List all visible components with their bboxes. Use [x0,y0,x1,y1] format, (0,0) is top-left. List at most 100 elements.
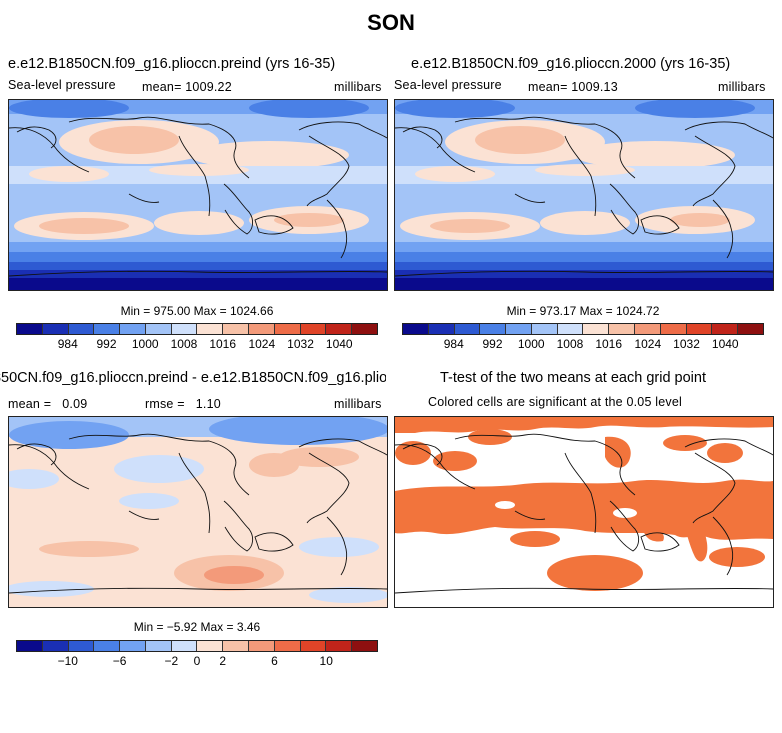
panel2-colorbar-swatch [738,324,763,334]
panel3-colorbar-swatch [171,641,198,651]
colorbar-tick: −2 [164,654,179,668]
panel3-colorbar-ticks: −10 −6 −2 0 2 6 10 [16,654,378,668]
panel3-colorbar-swatch [68,641,95,651]
panel1-map [8,99,388,291]
colorbar-tick: 1008 [556,337,584,351]
panel1-colorbar-swatch [120,324,146,334]
panel3-rmse-label: rmse = [145,397,185,411]
panel2-colorbar-swatch [480,324,507,334]
panel1-colorbar-swatch [352,324,377,334]
panel3-colorbar-swatch [223,641,250,651]
colorbar-tick: 0 [193,654,201,668]
panel3-colorbar [16,640,378,652]
panel1-colorbar-swatch [326,324,353,334]
panel1-colorbar-swatch [171,324,198,334]
panel1-colorbar-swatch [145,324,172,334]
panel2-colorbar-swatch [635,324,661,334]
panel3-stats: Min = −5.92 Max = 3.46 [133,620,261,634]
panel2-colorbar-swatch [660,324,687,334]
panel2-colorbar-swatch [531,324,558,334]
panel1-colorbar-swatch [42,324,69,334]
panel2-variable: Sea-level pressure [394,78,502,92]
panel3-colorbar-swatch [17,641,43,651]
panel2-colorbar-swatch [428,324,455,334]
panel2-map-svg [395,100,773,290]
panel1-units: millibars [334,80,382,94]
panel3-colorbar-swatch [274,641,301,651]
panel3-colorbar-swatch [197,641,224,651]
panel4-title: T-test of the two means at each grid poi… [440,370,706,386]
colorbar-tick: 1024 [248,337,276,351]
panel2-stats: Min = 973.17 Max = 1024.72 [506,304,660,318]
panel1-colorbar-swatch [249,324,275,334]
panel2-colorbar-swatch [712,324,739,334]
colorbar-tick: 1032 [673,337,700,351]
panel2-colorbar-swatch [506,324,532,334]
colorbar-tick: −10 [57,654,78,668]
panel1-colorbar-swatch [274,324,301,334]
panel3-units: millibars [334,397,382,411]
colorbar-tick: 992 [96,337,117,351]
panel4-map [394,416,774,608]
colorbar-tick: 1016 [595,337,623,351]
colorbar-tick: 1040 [711,337,739,351]
panel2-colorbar-swatch [609,324,636,334]
panel2-colorbar-swatch [403,324,429,334]
panel2-mean: mean= 1009.13 [528,80,618,94]
panel1-colorbar [16,323,378,335]
colorbar-tick: 1024 [634,337,662,351]
panel3-colorbar-swatch [300,641,327,651]
panel1-colorbar-swatch [94,324,121,334]
panel1-variable: Sea-level pressure [8,78,116,92]
panel2-colorbar-swatch [557,324,584,334]
colorbar-tick: 6 [271,654,278,668]
panel1-colorbar-ticks: 984 992 1000 1008 1016 1024 1032 1040 [16,337,378,351]
figure-title: SON [367,10,415,35]
colorbar-tick: 10 [319,654,333,668]
panel3-colorbar-swatch [352,641,377,651]
colorbar-tick: −6 [112,654,127,668]
colorbar-tick: 1008 [170,337,198,351]
panel3-mean: mean = 0.09 [8,397,87,411]
panel3-colorbar-swatch [120,641,146,651]
panel2-colorbar [402,323,764,335]
panel2-title: e.e12.B1850CN.f09_g16.plioccn.2000 (yrs … [411,56,731,72]
panel2-mean-label: mean= [528,80,568,94]
colorbar-tick: 992 [482,337,503,351]
panel1-mean-value: 1009.22 [185,80,232,94]
panel3-colorbar-swatch [326,641,353,651]
panel3-title: e.e12.B1850CN.f09_g16.plioccn.preind - e… [0,370,386,386]
panel1-colorbar-swatch [197,324,224,334]
panel3-colorbar-swatch [42,641,69,651]
panel3-title-clip: e.e12.B1850CN.f09_g16.plioccn.preind - e… [0,370,386,390]
panel2-colorbar-swatch [583,324,610,334]
panel4-map-svg [395,417,773,607]
panel2-colorbar-swatch [454,324,481,334]
panel3-mean-label: mean = [8,397,52,411]
colorbar-tick: 984 [57,337,78,351]
panel3-mean-value: 0.09 [62,397,88,411]
colorbar-tick: 1000 [517,337,545,351]
panel1-colorbar-swatch [17,324,43,334]
colorbar-tick: 1032 [287,337,314,351]
panel1-colorbar-swatch [223,324,250,334]
panel3-rmse: rmse = 1.10 [145,397,221,411]
panel3-map-svg [9,417,387,607]
panel1-mean-label: mean= [142,80,182,94]
colorbar-tick: 984 [443,337,464,351]
panel2-colorbar-ticks: 984 992 1000 1008 1016 1024 1032 1040 [402,337,764,351]
panel3-colorbar-swatch [249,641,275,651]
colorbar-tick: 2 [219,654,227,668]
panel1-colorbar-swatch [300,324,327,334]
panel3-colorbar-swatch [94,641,121,651]
panel2-units: millibars [718,80,766,94]
panel2-map [394,99,774,291]
panel4-subtitle: Colored cells are significant at the 0.0… [428,395,682,409]
panel3-rmse-value: 1.10 [195,397,221,411]
panel1-map-svg [9,100,387,290]
panel2-mean-value: 1009.13 [571,80,618,94]
colorbar-tick: 1016 [209,337,237,351]
panel3-map [8,416,388,608]
panel1-colorbar-swatch [68,324,95,334]
panel2-colorbar-swatch [686,324,713,334]
